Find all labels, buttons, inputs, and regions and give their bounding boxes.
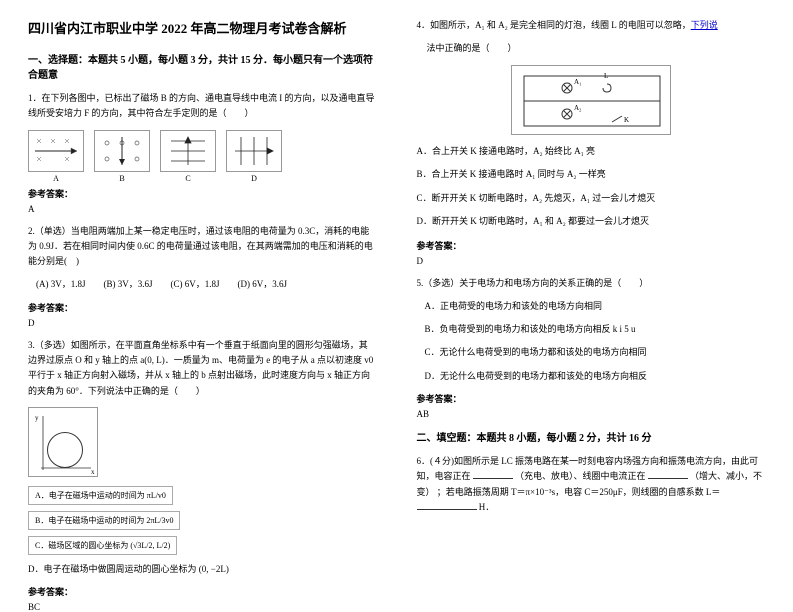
q2-opts: (A) 3V，1.8J (B) 3V，3.6J (C) 6V，1.8J (D) …: [36, 277, 377, 292]
q1-label-c: C: [160, 174, 216, 183]
q1-fig-d: D: [226, 130, 282, 183]
q4-optB: B．合上开关 K 接通电路时 A₁ 同时与 A₂ 一样亮: [417, 168, 766, 182]
q4-stem-line2: 法中正确的是（ ）: [427, 41, 766, 56]
section1-head: 一、选择题：本题共 5 小题，每小题 3 分，共计 15 分．每小题只有一个选项…: [28, 51, 377, 81]
q2-ans-label: 参考答案：: [28, 301, 377, 314]
svg-text:L: L: [604, 72, 608, 80]
svg-text:A₁: A₁: [574, 78, 582, 86]
q1-stem: 1．在下列各图中，已标出了磁场 B 的方向、通电直导线中电流 I 的方向，以及通…: [28, 91, 377, 122]
q5-ans: AB: [417, 409, 766, 419]
q6-blank1[interactable]: [473, 469, 513, 479]
q5-optA: A．正电荷受的电场力和该处的电场方向相同: [425, 299, 766, 314]
q6-stem3: L＝: [706, 487, 721, 497]
q6-tail: H．: [479, 502, 495, 512]
q4-stem-a: 4．如图所示，A₁ 和 A₂ 是完全相同的灯泡，线圈 L 的电阻可以忽略，: [417, 20, 691, 30]
q4-ans-label: 参考答案：: [417, 239, 766, 252]
q4-circuit: A₁ A₂ L K: [511, 65, 671, 135]
q6-fill1: （充电、放电）、线圈中电流正在: [515, 471, 646, 481]
q1-label-d: D: [226, 174, 282, 183]
q1-ans-label: 参考答案：: [28, 187, 377, 200]
q5-stem: 5.（多选）关于电场力和电场方向的关系正确的是（ ）: [417, 276, 766, 291]
q4-ans: D: [417, 256, 766, 266]
q1-figures: A B C D: [28, 130, 377, 183]
q3-optB: B．电子在磁场中运动的时间为 2πL/3v0: [28, 511, 180, 530]
q3-optA: A．电子在磁场中运动的时间为 πL/v0: [28, 486, 173, 505]
q6-stem2: ；若电路振荡周期 T＝π×10⁻³s，电容 C＝250μF，则线圈的自感系数: [437, 487, 704, 497]
q4-optC: C．断开开关 K 切断电路时，A₂ 先熄灭，A₁ 过一会儿才熄灭: [417, 192, 766, 206]
q3-optD: D．电子在磁场中做圆周运动的圆心坐标为 (0, −2L): [28, 562, 377, 577]
q6-body: 6．(４分)如图所示是 LC 振荡电路在某一时刻电容内场强方向和振荡电流方向，由…: [417, 454, 766, 515]
q3-figure: y x: [28, 407, 98, 477]
svg-text:y: y: [35, 414, 39, 422]
q1-label-a: A: [28, 174, 84, 183]
q3-optC: C．磁场区域的圆心坐标为 (√3L/2, L/2): [28, 536, 177, 555]
q4-optA: A．合上开关 K 接通电路时，A₂ 始终比 A₁ 亮: [417, 145, 766, 159]
q5-optD: D．无论什么电荷受到的电场力都和该处的电场方向相反: [425, 369, 766, 384]
q5-ans-label: 参考答案：: [417, 392, 766, 405]
q1-label-b: B: [94, 174, 150, 183]
q3-stem: 3.（多选）如图所示，在平面直角坐标系中有一个垂直于纸面向里的圆形匀强磁场，其边…: [28, 338, 377, 399]
section2-head: 二、填空题：本题共 8 小题，每小题 2 分，共计 16 分: [417, 429, 766, 444]
q4-optD: D．断开开关 K 切断电路时，A₁ 和 A₂ 都要过一会儿才熄灭: [417, 215, 766, 229]
q5-optB: B．负电荷受到的电场力和该处的电场方向相反 k i 5 u: [425, 322, 766, 337]
q3-ans-label: 参考答案：: [28, 585, 377, 598]
q3-ans: BC: [28, 602, 377, 612]
svg-text:x: x: [91, 468, 95, 476]
q4-stem-line1: 4．如图所示，A₁ 和 A₂ 是完全相同的灯泡，线圈 L 的电阻可以忽略，下列说: [417, 18, 766, 33]
svg-text:A₂: A₂: [574, 104, 582, 112]
q6-blank2[interactable]: [648, 469, 688, 479]
q2-ans: D: [28, 318, 377, 328]
q5-optC: C．无论什么电荷受到的电场力都和该处的电场方向相同: [425, 345, 766, 360]
svg-text:K: K: [624, 116, 629, 124]
q1-fig-c: C: [160, 130, 216, 183]
q1-fig-b: B: [94, 130, 150, 183]
doc-title: 四川省内江市职业中学 2022 年高二物理月考试卷含解析: [28, 18, 377, 37]
q2-stem: 2.（单选）当电阻两端加上某一稳定电压时，通过该电阻的电荷量为 0.3C，消耗的…: [28, 224, 377, 270]
right-column: 4．如图所示，A₁ 和 A₂ 是完全相同的灯泡，线圈 L 的电阻可以忽略，下列说…: [397, 0, 793, 561]
q1-ans: A: [28, 204, 377, 214]
q6-blank3[interactable]: [417, 500, 477, 510]
left-column: 四川省内江市职业中学 2022 年高二物理月考试卷含解析 一、选择题：本题共 5…: [0, 0, 397, 561]
q4-stem-b: 下列说: [691, 20, 718, 30]
q1-fig-a: A: [28, 130, 84, 183]
